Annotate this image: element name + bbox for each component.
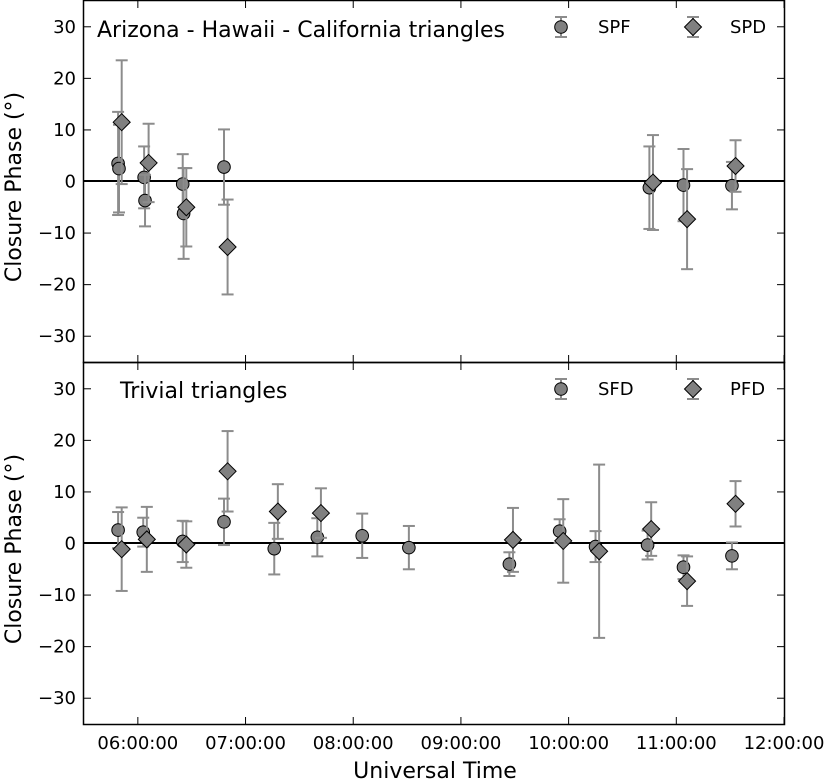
data-point-pfd — [677, 571, 697, 591]
legend-marker-spf — [554, 20, 568, 34]
data-point-pfd — [268, 502, 288, 521]
y-tick-label: 20 — [53, 68, 76, 89]
data-point-spd — [139, 153, 158, 173]
legend-marker-sfd — [554, 382, 568, 396]
ticks-layer: −30 −20 −10 0 10 20 30 −30 −20 −10 0 10 20 30 06:00:00… — [38, 1, 824, 754]
data-point-pfd — [726, 494, 745, 513]
y-tick-label: 10 — [53, 120, 76, 141]
data-point-pfd — [112, 539, 131, 559]
y-tick-label: −20 — [38, 637, 76, 658]
top-panel-title: Arizona - Hawaii - California triangles — [97, 18, 505, 43]
data-point-pfd — [311, 503, 331, 523]
x-tick-label: 09:00:00 — [421, 733, 502, 754]
data-point-sfd — [402, 540, 416, 555]
data-point-pfd — [554, 531, 573, 551]
legend-layer: SPF SPD SFD PFD — [554, 16, 766, 400]
x-tick-label: 12:00:00 — [744, 733, 825, 754]
data-point-spf — [112, 161, 126, 176]
y-tick-label: −20 — [38, 275, 76, 296]
y-tick-label: −30 — [38, 326, 76, 347]
x-tick-label: 08:00:00 — [313, 733, 394, 754]
data-point-spf — [217, 160, 231, 174]
x-tick-label: 06:00:00 — [97, 733, 178, 754]
y-tick-label: 30 — [53, 17, 76, 38]
data-point-pfd — [177, 535, 196, 554]
data-point-spd — [218, 237, 237, 257]
data-point-sfd — [355, 528, 370, 543]
x-axis-title: Universal Time — [353, 759, 517, 781]
legend-marker-pfd — [683, 379, 703, 399]
y-tick-label: −10 — [38, 585, 76, 606]
top-y-axis-title: Closure Phase (°) — [2, 92, 27, 282]
x-tick-label: 07:00:00 — [205, 733, 286, 754]
data-point-spd — [643, 173, 663, 192]
data-point-sfd — [267, 541, 282, 556]
marks-layer — [111, 59, 745, 639]
data-point-spd — [677, 209, 697, 229]
data-point-pfd — [137, 530, 157, 549]
data-point-pfd — [641, 519, 661, 539]
legend-marker-spd — [683, 17, 703, 37]
bottom-panel-frame — [82, 361, 786, 726]
x-tick-label: 10:00:00 — [528, 733, 609, 754]
data-point-pfd — [503, 530, 523, 550]
x-tick-label: 11:00:00 — [636, 733, 717, 754]
data-point-pfd — [589, 542, 609, 561]
y-tick-label: 30 — [53, 379, 76, 400]
data-point-pfd — [218, 462, 237, 481]
data-point-spd — [726, 156, 745, 176]
data-point-sfd — [725, 549, 739, 563]
data-point-spd — [112, 112, 131, 132]
y-tick-label: −10 — [38, 223, 76, 244]
y-tick-label: 20 — [53, 430, 76, 451]
bottom-panel-title: Trivial triangles — [119, 379, 287, 404]
legend-label-pfd: PFD — [730, 379, 765, 400]
legend-label-spf: SPF — [598, 17, 631, 38]
legend-label-spd: SPD — [730, 17, 766, 38]
y-tick-label: 10 — [53, 482, 76, 503]
data-point-spd — [177, 198, 196, 217]
y-tick-label: −30 — [38, 688, 76, 709]
bottom-y-axis-title: Closure Phase (°) — [2, 454, 27, 644]
legend-label-sfd: SFD — [598, 379, 634, 400]
y-tick-label: 0 — [65, 172, 76, 193]
data-point-sfd — [217, 515, 231, 529]
y-tick-label: 0 — [65, 534, 76, 555]
